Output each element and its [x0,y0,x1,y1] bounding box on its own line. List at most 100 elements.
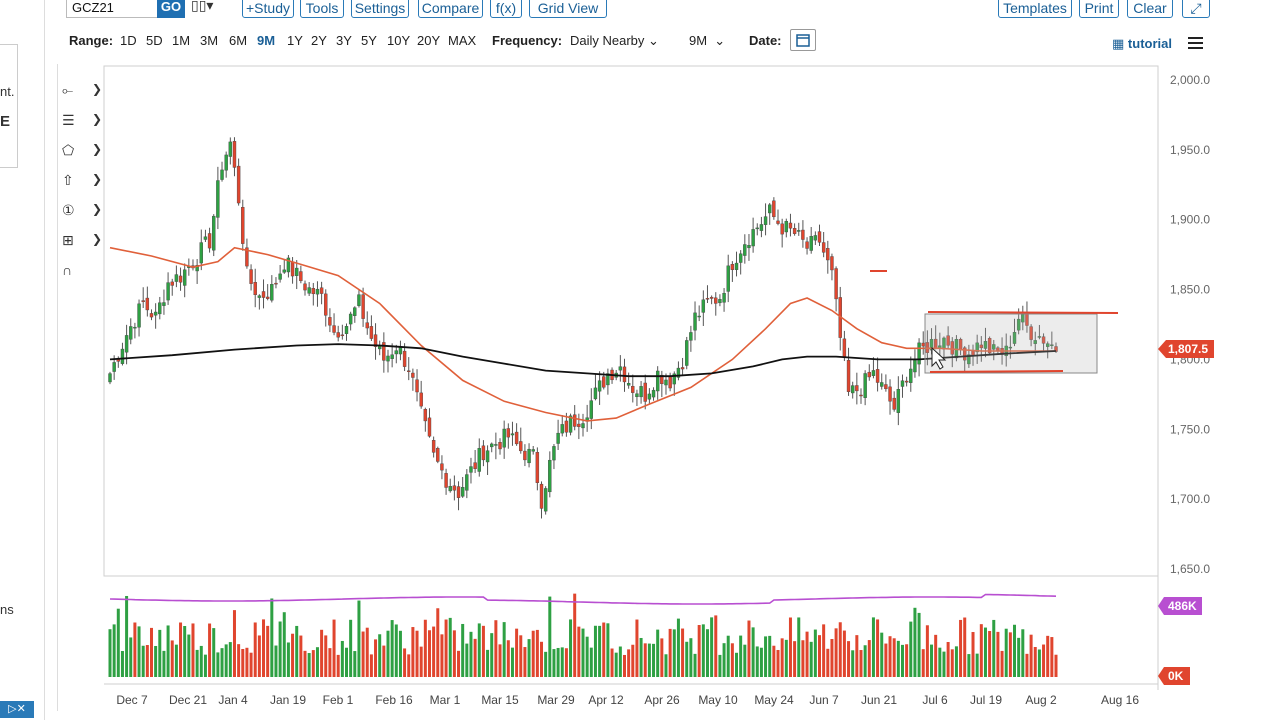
volume-bar [286,642,290,677]
volume-bar [120,651,124,677]
crosshair-tool[interactable]: ⟜ ❯ [62,82,102,102]
candle-body [888,386,892,402]
print-button[interactable]: Print [1079,0,1119,18]
candle-body [606,373,610,386]
range-5d[interactable]: 5D [146,33,163,48]
candle-body [568,415,573,433]
candle-body [685,340,689,366]
arrow-tool[interactable]: ⇧ ❯ [62,172,102,192]
chart-type-button[interactable]: ▯▯▾ [191,0,213,14]
range-2y[interactable]: 2Y [311,33,327,48]
candle-body [431,440,436,453]
tutorial-link[interactable]: ▦ tutorial [1112,36,1172,52]
period-select[interactable]: 9M ⌄ [689,33,725,49]
go-button[interactable]: GO [157,0,185,18]
volume-bar [125,595,129,677]
volume-bar [577,626,581,677]
volume-bar [681,628,685,677]
templates-button[interactable]: Templates [998,0,1072,18]
volume-bar [345,647,348,677]
candle-body [963,347,967,361]
menu-icon[interactable] [1188,34,1203,52]
volume-bar [452,630,456,677]
candle-body [780,223,784,235]
volume-bar [668,628,672,677]
volume-bar [208,623,212,677]
volume-bar [863,645,867,677]
clear-button[interactable]: Clear [1127,0,1173,18]
support-line [929,370,1064,373]
tools-button[interactable]: Tools [300,0,344,18]
chevron-right-icon: ❯ [92,82,103,96]
volume-bar [925,625,929,677]
candle-body [353,307,357,316]
range-label: Range: [69,33,114,48]
volume-bar [303,650,307,677]
candle-body [295,267,299,276]
range-1y[interactable]: 1Y [287,33,303,48]
y-tick-label: 2,000.0 [1170,73,1210,87]
range-20y[interactable]: 20Y [417,33,441,48]
add-study-button[interactable]: +Study [242,0,294,18]
candle-body [992,344,996,350]
range-9m[interactable]: 9M [257,33,276,48]
function-button[interactable]: f(x) [490,0,522,18]
candle-body [983,341,988,349]
volume-bar [946,641,950,677]
candle-body [232,141,237,168]
candle-body [274,282,278,285]
range-5y[interactable]: 5Y [361,33,377,48]
volume-bar [643,643,647,677]
candle-body [415,379,419,393]
candle-body [705,298,710,300]
x-tick-label: Aug 16 [1101,693,1139,707]
ad-choices-icon[interactable]: ▷✕ [0,701,34,718]
compare-button[interactable]: Compare [418,0,483,18]
range-10y[interactable]: 10Y [387,33,411,48]
background-text: E [0,113,11,130]
frequency-select[interactable]: Daily Nearby ⌄ [570,33,659,49]
grid-view-button[interactable]: Grid View [529,0,607,18]
shape-tool[interactable]: ⬠ ❯ [62,142,102,162]
volume-bar [502,622,506,677]
candle-body [618,366,623,371]
measure-tool[interactable]: ⊞ ❯ [62,232,102,252]
fibonacci-tool[interactable]: ☰ ❯ [62,112,102,132]
volume-bar [656,629,660,677]
price-panel [103,65,1159,577]
range-3y[interactable]: 3Y [336,33,352,48]
volume-bar [461,623,465,677]
range-max[interactable]: MAX [448,33,477,48]
candle-body [651,389,656,398]
candle-body [133,326,137,329]
candle-body [440,463,444,471]
candle-body [340,334,345,337]
volume-bar [589,647,593,677]
candle-body [946,335,950,346]
candle-body [365,322,369,329]
candle-body [880,382,884,387]
volume-bar [917,612,921,677]
date-picker-button[interactable] [790,29,816,51]
candle-body [253,282,257,296]
range-6m[interactable]: 6M [229,33,248,48]
candle-body [855,385,859,392]
candle-body [174,274,179,282]
candle-body [535,452,540,483]
range-1d[interactable]: 1D [120,33,137,48]
volume-bar [515,628,519,677]
x-tick-label: Jan 4 [218,693,248,707]
candle-body [328,317,332,326]
range-1m[interactable]: 1M [172,33,191,48]
annotation-tool[interactable]: ① ❯ [62,202,102,222]
expand-button[interactable]: ⤢ [1182,0,1210,18]
expand-icon: ⤢ [1190,0,1202,16]
magnet-tool[interactable]: ∩ [62,262,102,282]
volume-bar [241,648,245,677]
settings-button[interactable]: Settings [351,0,409,18]
x-tick-label: Dec 21 [169,693,207,707]
volume-bar [660,638,664,677]
volume-bar [809,641,813,677]
range-3m[interactable]: 3M [200,33,219,48]
